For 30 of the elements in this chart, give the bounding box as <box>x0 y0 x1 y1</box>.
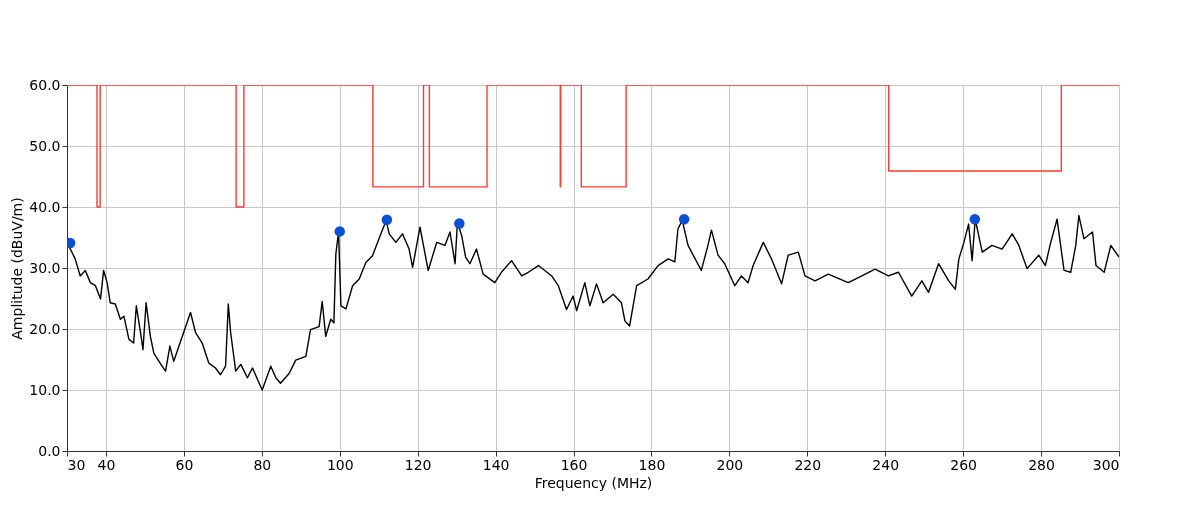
y-tick-label: 10.0 <box>29 381 61 398</box>
x-tick-label: 220 <box>794 456 822 473</box>
x-tick-label: 140 <box>482 456 510 473</box>
point <box>334 226 345 237</box>
x-tick-label: 180 <box>638 456 666 473</box>
y-tick-label: 20.0 <box>29 320 61 337</box>
y-tick-label: 30.0 <box>29 259 61 276</box>
y-tick-label: 0.0 <box>38 442 61 459</box>
y-tick-label: 60.0 <box>29 76 61 93</box>
x-tick-label: 80 <box>253 456 272 473</box>
x-tick-label: 240 <box>872 456 900 473</box>
x-tick-label: 120 <box>404 456 432 473</box>
x-tick-label: 260 <box>950 456 978 473</box>
x-tick-label: 40 <box>97 456 116 473</box>
x-tick-label: 200 <box>716 456 744 473</box>
point <box>454 218 465 229</box>
x-tick-label: 100 <box>326 456 354 473</box>
point <box>969 213 981 225</box>
y-tick-label: 50.0 <box>29 137 61 154</box>
x-tick-label: 300 <box>1092 456 1120 473</box>
point <box>381 214 393 226</box>
x-axis-title: Frequency (MHz) <box>534 474 653 491</box>
y-axis-title: Amplitude (dBuV/m) <box>9 197 26 340</box>
x-tick-label: 280 <box>1028 456 1055 473</box>
x-tick-label: 160 <box>560 456 588 473</box>
y-tick-label: 40.0 <box>29 198 61 215</box>
point <box>678 213 690 225</box>
line-series <box>67 214 1119 391</box>
x-tick-label: 60 <box>175 456 194 473</box>
x-tick-label: 30 <box>67 456 86 473</box>
